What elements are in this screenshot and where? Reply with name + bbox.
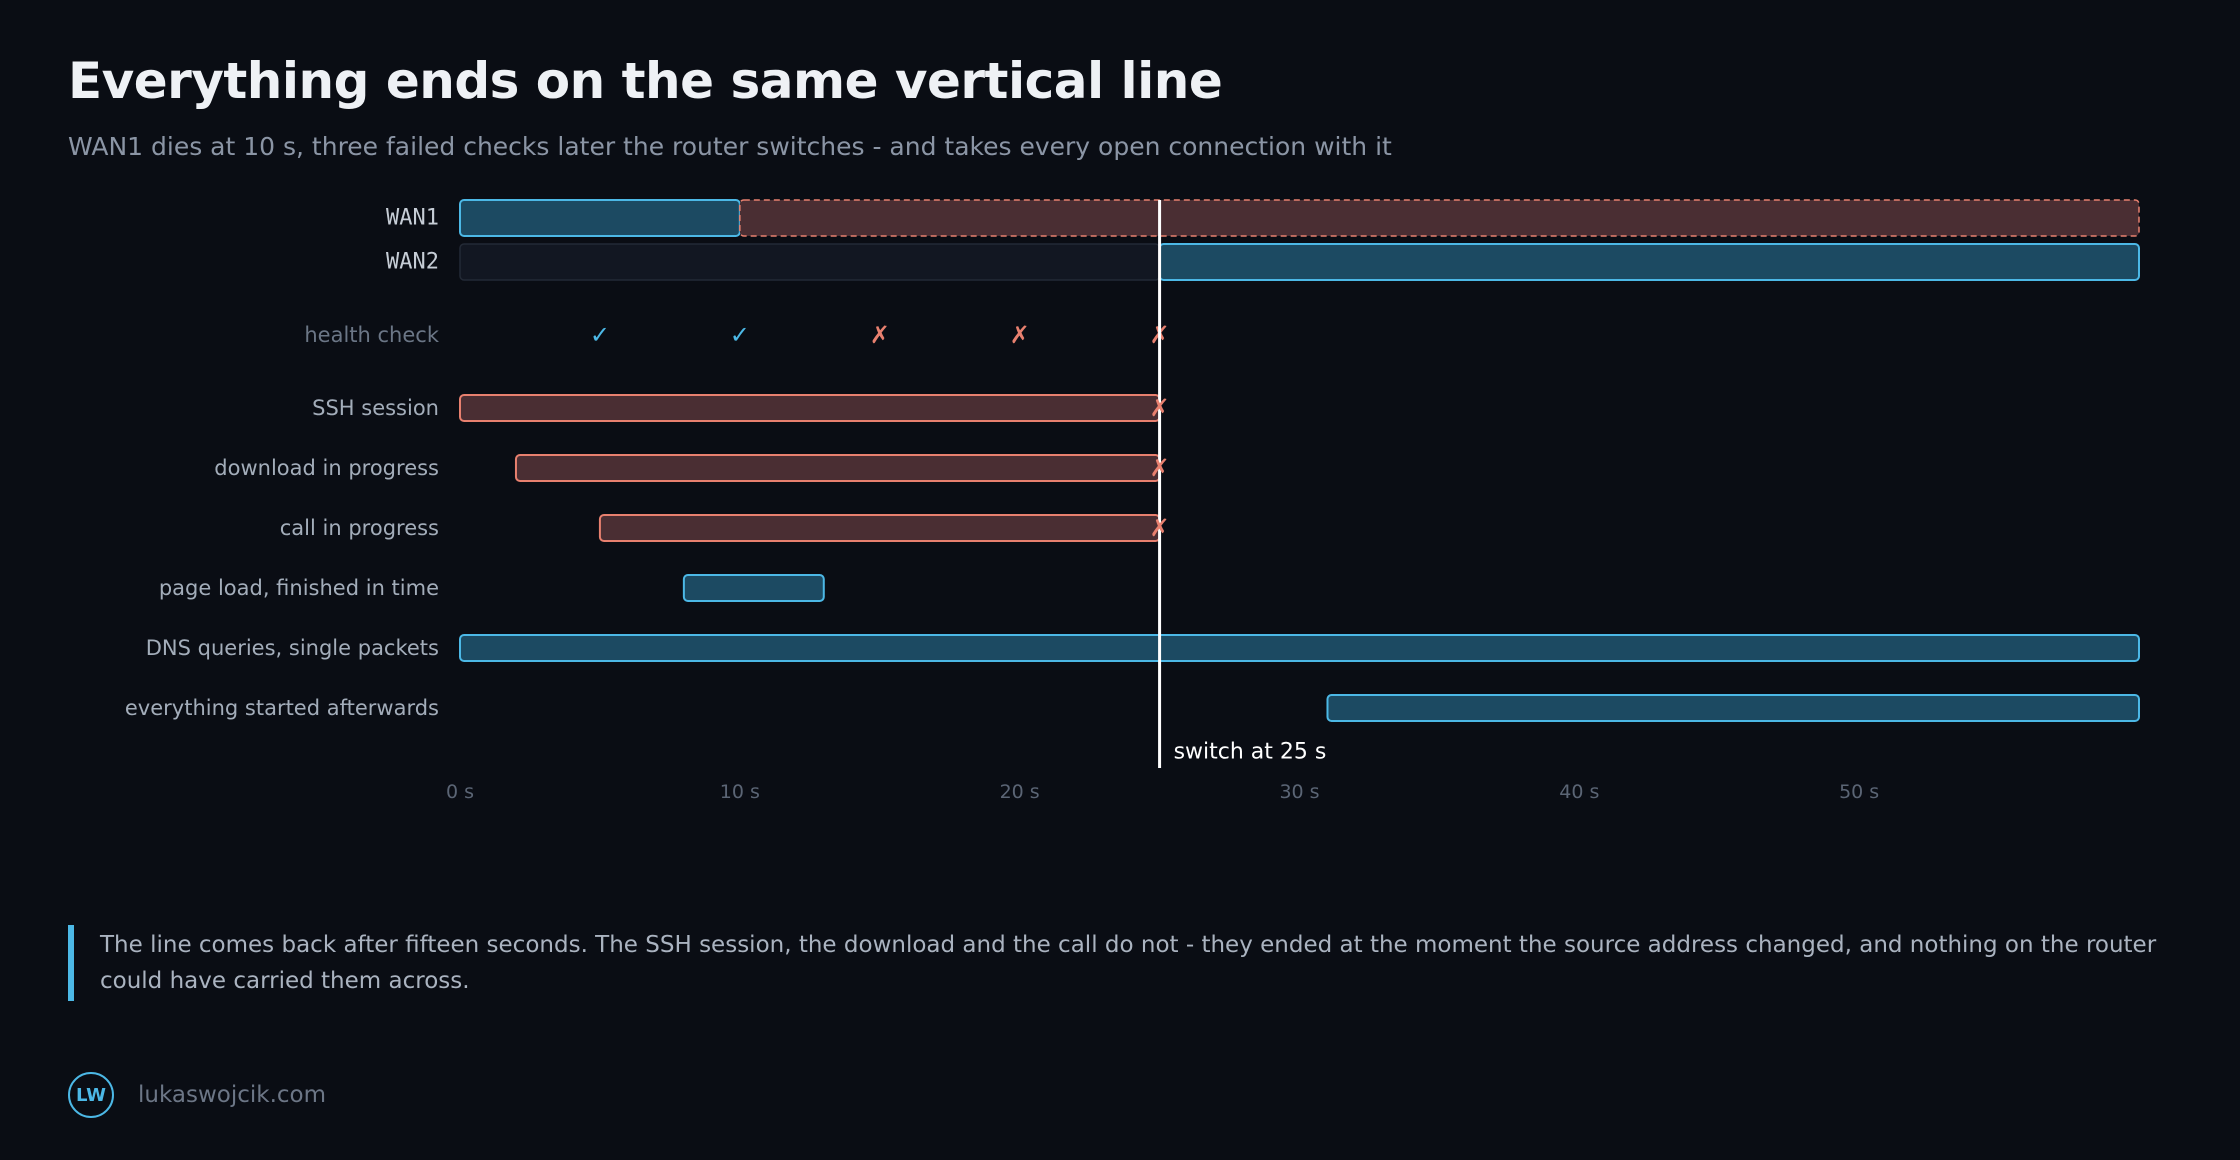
x-tick-label-20: 20 s: [1000, 781, 1040, 803]
kill-mark-3: ✗: [1150, 514, 1170, 542]
page-title: Everything ends on the same vertical lin…: [68, 52, 1223, 110]
brand-logo: LW: [68, 1072, 114, 1118]
flow-label-5: DNS queries, single packets: [146, 636, 439, 660]
health-check-mark-4: ✗: [1010, 321, 1030, 349]
flow-label-4: page load, finished in time: [159, 576, 439, 600]
link-segment-wan2-active: [1158, 243, 2141, 281]
health-check-mark-3: ✗: [870, 321, 890, 349]
health-check-mark-1: ✓: [590, 321, 610, 349]
site-link[interactable]: lukaswojcik.com: [138, 1082, 327, 1108]
timeline-chart: WAN1 WAN2 health check ✓ ✓ ✗ ✗ ✗ SSH session down…: [125, 199, 2141, 803]
x-tick-label-0: 0 s: [446, 781, 474, 803]
link-segment-wan2-idle: [459, 243, 1161, 281]
flow-bar-6: [1326, 694, 2140, 722]
kill-mark-2: ✗: [1150, 454, 1170, 482]
flow-label-2: download in progress: [214, 456, 439, 480]
brand-logo-text: LW: [76, 1084, 106, 1106]
flow-label-6: everything started afterwards: [125, 696, 439, 720]
link-label-wan1: WAN1: [386, 206, 439, 231]
flow-bar-1: [459, 394, 1161, 422]
kill-mark-1: ✗: [1150, 394, 1170, 422]
health-check-label: health check: [304, 323, 439, 347]
x-tick-label-50: 50 s: [1839, 781, 1879, 803]
callout-note-text: The line comes back after fifteen second…: [100, 932, 2157, 994]
x-tick-label-30: 30 s: [1279, 781, 1319, 803]
link-label-wan2: WAN2: [386, 250, 439, 275]
x-tick-label-40: 40 s: [1559, 781, 1599, 803]
health-check-mark-2: ✓: [730, 321, 750, 349]
flow-bar-5: [459, 634, 2140, 662]
link-segment-wan1-up: [459, 199, 741, 237]
flow-label-1: SSH session: [312, 396, 439, 420]
callout-note: The line comes back after fifteen second…: [68, 925, 2188, 1001]
flow-label-3: call in progress: [280, 516, 439, 540]
flow-bar-3: [598, 514, 1161, 542]
x-tick-label-10: 10 s: [720, 781, 760, 803]
page-subtitle: WAN1 dies at 10 s, three failed checks l…: [68, 132, 1392, 161]
flow-bar-2: [514, 454, 1161, 482]
link-segment-wan1-down: [739, 199, 2140, 237]
flow-bar-4: [682, 574, 825, 602]
switch-label: switch at 25 s: [1174, 740, 1327, 765]
